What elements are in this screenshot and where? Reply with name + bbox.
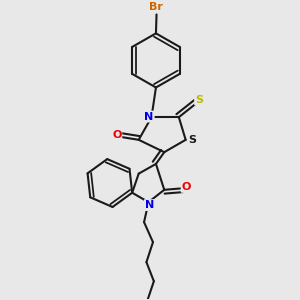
- Text: S: S: [188, 135, 196, 145]
- Text: O: O: [182, 182, 191, 192]
- Text: N: N: [145, 200, 154, 210]
- Text: N: N: [145, 112, 154, 122]
- Text: S: S: [195, 94, 203, 104]
- Text: Br: Br: [150, 2, 164, 12]
- Text: Br: Br: [149, 2, 163, 13]
- Text: O: O: [112, 130, 122, 140]
